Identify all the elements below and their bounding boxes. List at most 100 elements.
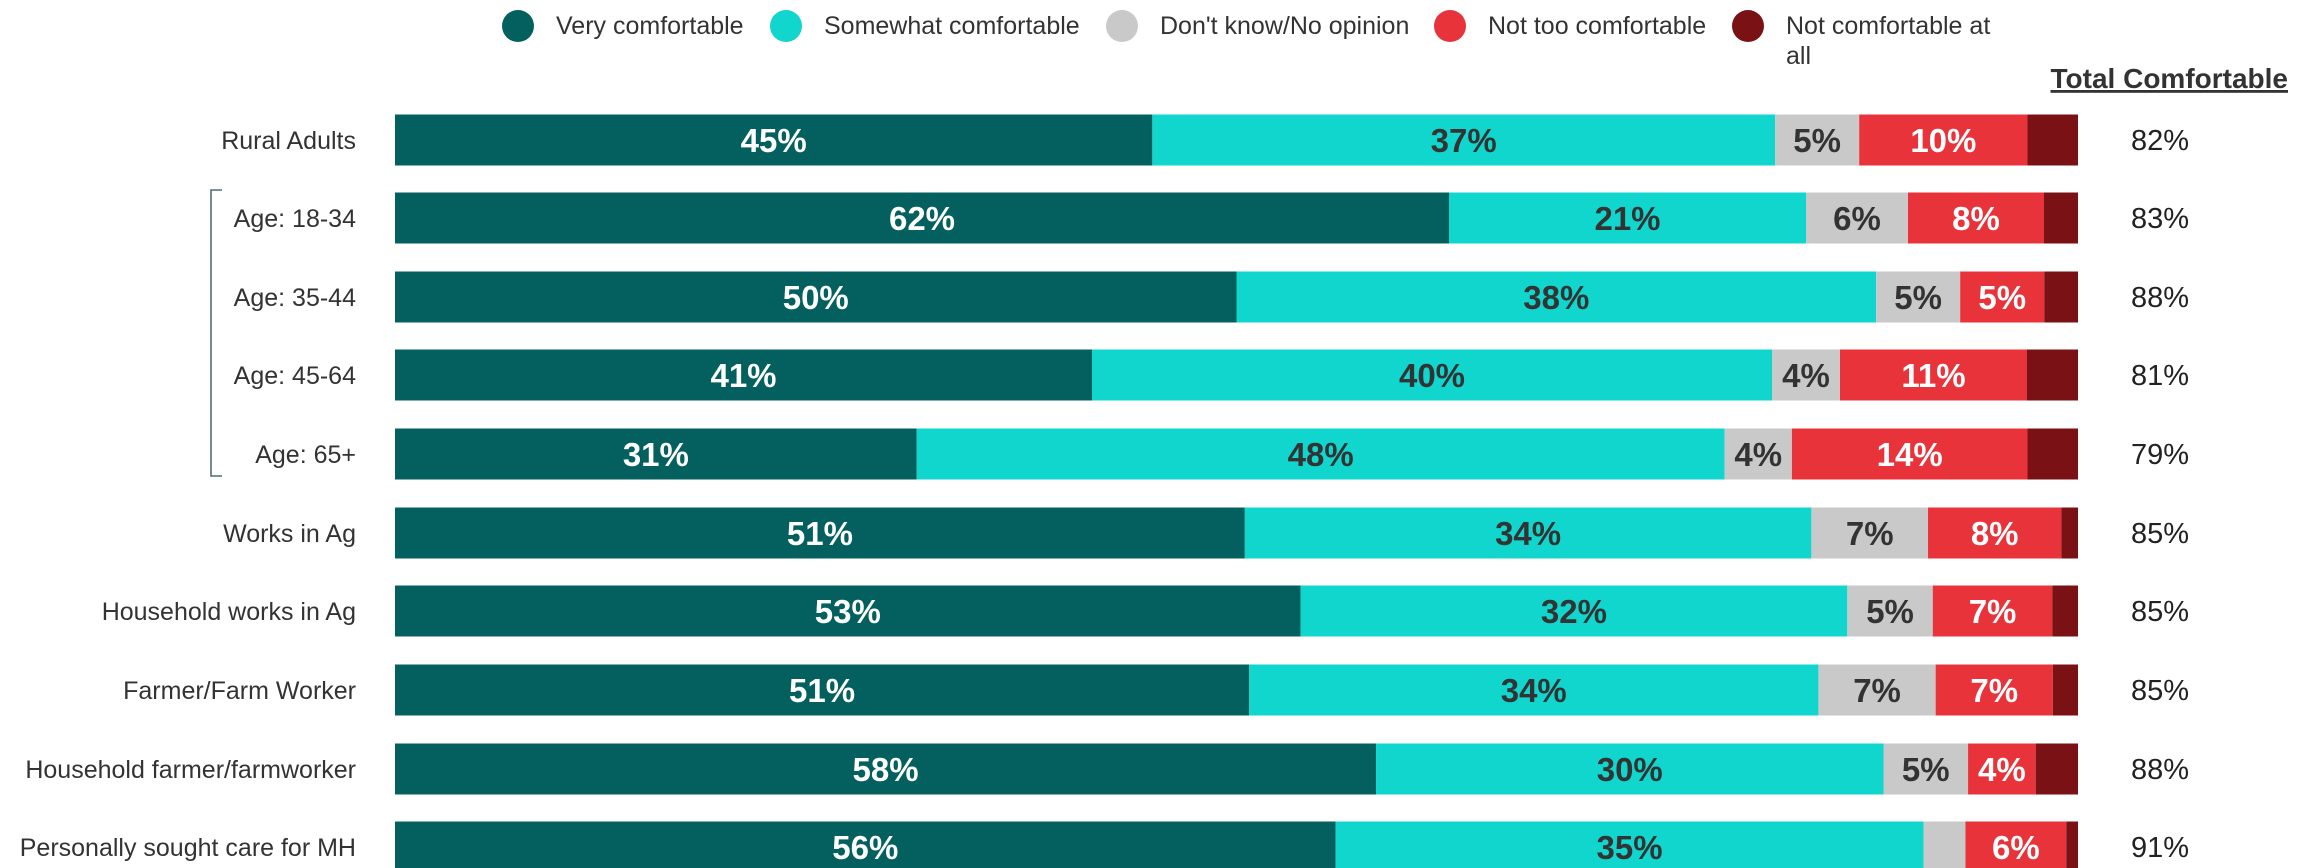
data-label: 32% xyxy=(1541,593,1607,630)
category-label: Age: 45-64 xyxy=(234,362,356,390)
category-label: Household farmer/farmworker xyxy=(25,756,356,784)
data-label: 34% xyxy=(1501,672,1567,709)
bar-not-too-comfortable xyxy=(1960,271,2045,323)
bar-not-too-comfortable xyxy=(1791,428,2028,480)
bar-don-t-know-no-opinion xyxy=(1883,743,1969,795)
data-label: 6% xyxy=(1992,829,2040,866)
data-label: 51% xyxy=(787,515,853,552)
bar-very-comfortable xyxy=(395,743,1377,795)
bar-somewhat-comfortable xyxy=(1244,507,1812,559)
total-value: 91% xyxy=(2131,832,2189,864)
legend-swatch xyxy=(1106,10,1138,42)
bar-not-too-comfortable xyxy=(1908,192,2044,244)
legend-swatch xyxy=(770,10,802,42)
data-label: 5% xyxy=(1894,279,1942,316)
bar-somewhat-comfortable xyxy=(1300,585,1848,637)
data-label: 4% xyxy=(1978,751,2026,788)
data-label: 5% xyxy=(1902,751,1950,788)
data-label: 5% xyxy=(1978,279,2026,316)
row-rural-adults: Rural Adults 45% 37% 5% 10% 82% xyxy=(221,114,2189,166)
row-farmer-farm-worker: Farmer/Farm Worker 51% 34% 7% 7% 85% xyxy=(123,664,2189,716)
data-label: 51% xyxy=(789,672,855,709)
bar-somewhat-comfortable xyxy=(1249,664,1819,716)
legend-swatch xyxy=(1434,10,1466,42)
row-household-works-in-ag: Household works in Ag 53% 32% 5% 7% 85% xyxy=(102,585,2189,637)
data-label: 4% xyxy=(1782,357,1830,394)
bar-not-too-comfortable xyxy=(1965,821,2067,868)
legend-item-very-comfortable: Very comfortable xyxy=(502,10,744,42)
age-group-bracket xyxy=(210,189,222,477)
bar-somewhat-comfortable xyxy=(1449,192,1806,244)
data-label: 45% xyxy=(741,122,807,159)
bar-not-comfortable-at-all xyxy=(2027,349,2078,401)
bar-don-t-know-no-opinion xyxy=(1806,192,1908,244)
total-value: 81% xyxy=(2131,360,2189,392)
bar-rows: Rural Adults 45% 37% 5% 10% 82% Age: 18-34 62% 2… xyxy=(20,114,2189,868)
legend-label: Not comfortable at all xyxy=(1786,12,1990,70)
bar-very-comfortable xyxy=(395,271,1237,323)
data-label: 35% xyxy=(1597,829,1663,866)
legend-item-not-comfortable-at-all: Not comfortable at all xyxy=(1732,10,1990,70)
bar-don-t-know-no-opinion xyxy=(1847,585,1933,637)
bar-not-comfortable-at-all xyxy=(2066,821,2078,868)
bar-not-comfortable-at-all xyxy=(2035,743,2078,795)
bar-not-too-comfortable xyxy=(1840,349,2027,401)
bar-very-comfortable xyxy=(395,507,1245,559)
bar-not-comfortable-at-all xyxy=(2044,271,2078,323)
row-personally-sought-care-for-mh: Personally sought care for MH 56% 35% 6% 91% xyxy=(20,821,2189,868)
row-works-in-ag: Works in Ag 51% 34% 7% 8% 85% xyxy=(223,507,2189,559)
bar-not-too-comfortable xyxy=(1935,664,2053,716)
bar-very-comfortable xyxy=(395,585,1301,637)
data-label: 10% xyxy=(1910,122,1976,159)
bar-don-t-know-no-opinion xyxy=(1724,428,1792,480)
bar-not-comfortable-at-all xyxy=(2027,114,2078,166)
data-label: 38% xyxy=(1523,279,1589,316)
bar-not-comfortable-at-all xyxy=(2052,664,2078,716)
bar-somewhat-comfortable xyxy=(1335,821,1924,868)
bar-not-too-comfortable xyxy=(1932,585,2053,637)
data-label: 8% xyxy=(1971,515,2019,552)
data-label: 31% xyxy=(623,436,689,473)
total-comfortable-header: Total Comfortable xyxy=(2051,63,2288,94)
total-value: 85% xyxy=(2131,675,2189,707)
category-label: Personally sought care for MH xyxy=(20,834,356,862)
data-label: 48% xyxy=(1288,436,1354,473)
bar-don-t-know-no-opinion xyxy=(1818,664,1936,716)
data-label: 8% xyxy=(1952,200,2000,237)
data-label: 53% xyxy=(815,593,881,630)
data-label: 5% xyxy=(1866,593,1914,630)
total-value: 85% xyxy=(2131,518,2189,550)
legend: Very comfortable Somewhat comfortable Don'… xyxy=(502,10,1990,70)
data-label: 4% xyxy=(1734,436,1782,473)
legend-item-don-t-know-no-opinion: Don't know/No opinion xyxy=(1106,10,1409,42)
total-value: 88% xyxy=(2131,282,2189,314)
legend-label: Somewhat comfortable xyxy=(824,12,1080,40)
legend-label: Don't know/No opinion xyxy=(1160,12,1409,40)
total-value: 88% xyxy=(2131,754,2189,786)
bar-not-comfortable-at-all xyxy=(2061,507,2078,559)
data-label: 7% xyxy=(1853,672,1901,709)
total-value: 83% xyxy=(2131,203,2189,235)
bar-somewhat-comfortable xyxy=(1376,743,1884,795)
data-label: 5% xyxy=(1793,122,1841,159)
bar-don-t-know-no-opinion xyxy=(1811,507,1929,559)
category-label: Rural Adults xyxy=(221,127,356,155)
bracket-line xyxy=(210,189,222,477)
data-label: 6% xyxy=(1833,200,1881,237)
bar-very-comfortable xyxy=(395,192,1449,244)
bar-not-too-comfortable xyxy=(1859,114,2028,166)
data-label: 34% xyxy=(1495,515,1561,552)
row-household-farmer-farmworker: Household farmer/farmworker 58% 30% 5% 4% 88% xyxy=(25,743,2189,795)
legend-label: Very comfortable xyxy=(556,12,744,40)
legend-label: Not too comfortable xyxy=(1488,12,1706,40)
category-label: Household works in Ag xyxy=(102,598,356,626)
bar-not-comfortable-at-all xyxy=(2044,192,2078,244)
data-label: 56% xyxy=(832,829,898,866)
data-label: 62% xyxy=(889,200,955,237)
data-label: 30% xyxy=(1597,751,1663,788)
bar-not-comfortable-at-all xyxy=(2027,428,2078,480)
data-label: 58% xyxy=(852,751,918,788)
bar-don-t-know-no-opinion xyxy=(1775,114,1860,166)
data-label: 11% xyxy=(1901,357,1965,394)
